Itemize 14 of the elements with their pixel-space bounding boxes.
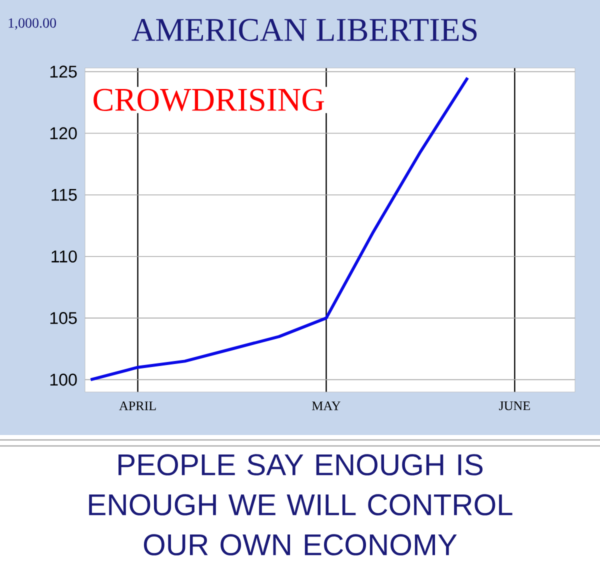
y-tick-label: 125 [50, 66, 77, 78]
y-tick-label: 110 [52, 250, 77, 262]
line-series [89, 76, 470, 382]
y-tick-label: 115 [52, 188, 77, 201]
text: 1,000.00 [8, 18, 56, 30]
y-tick-label: 100 [50, 374, 77, 386]
y-tick-label: 120 [50, 127, 77, 140]
x-tick-label: APRIL [119, 402, 156, 410]
chart-subtitle: CROWDRISING [94, 88, 324, 112]
y-tick-label: 105 [50, 312, 77, 324]
x-tick-label: JUNE [499, 402, 530, 410]
chart-title: AMERICAN LIBERTIES [132, 18, 477, 42]
x-tick-label: MAY [312, 402, 340, 410]
text: PEOPLE SAY ENOUGH IS ENOUGH WE WILL CONTROL OUR OWN ECONOMY [89, 454, 512, 556]
